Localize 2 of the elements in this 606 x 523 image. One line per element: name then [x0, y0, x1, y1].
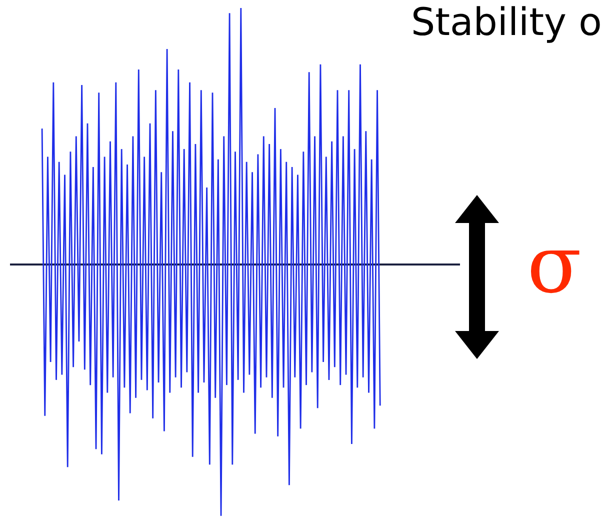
text: Stability o: [411, 0, 602, 44]
text: σ: [527, 218, 582, 311]
